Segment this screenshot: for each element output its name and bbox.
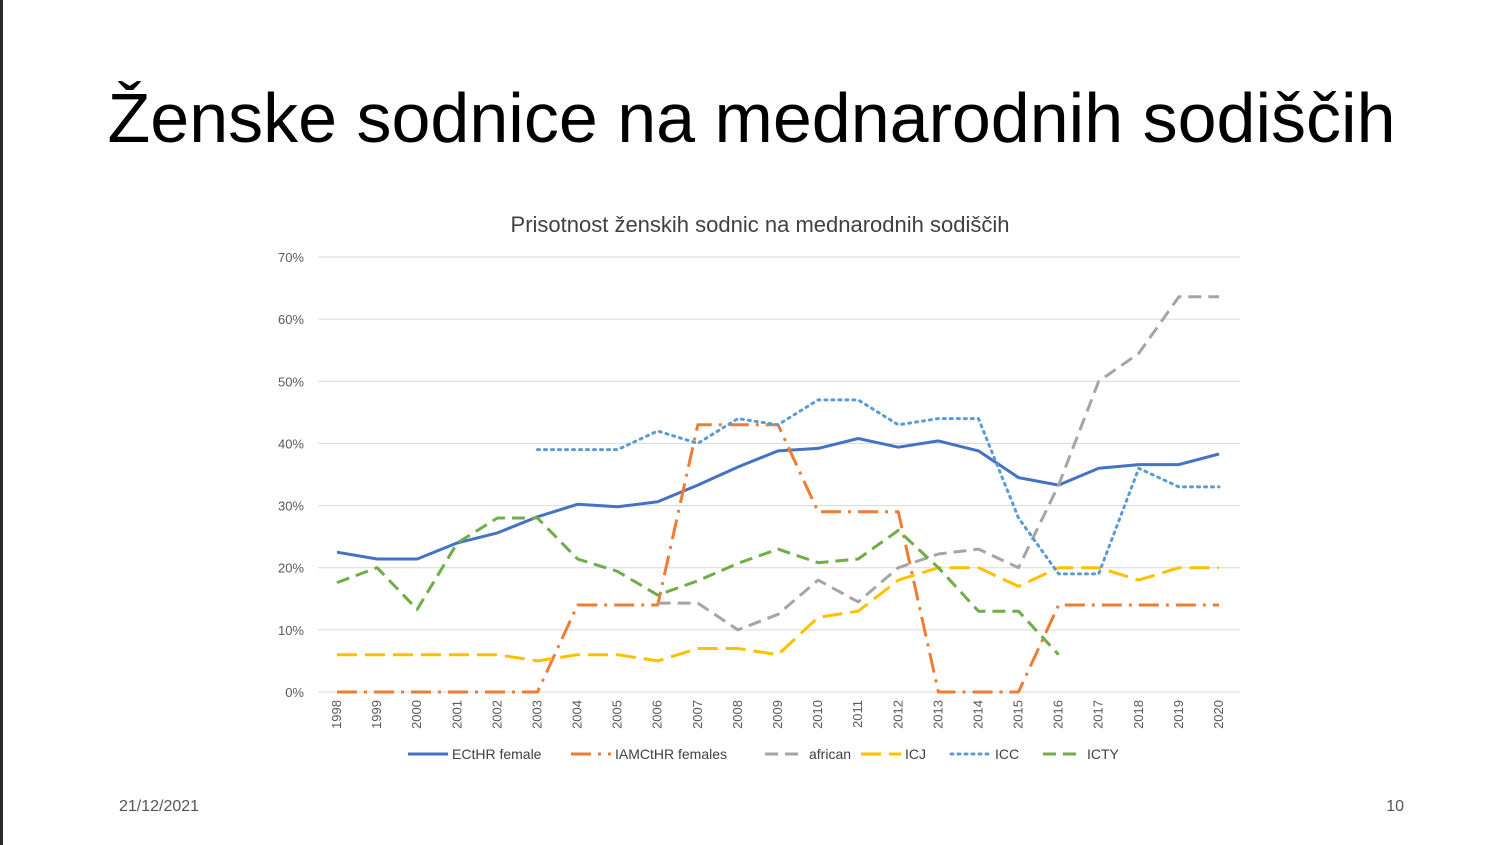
x-tick-label: 2002 bbox=[489, 700, 504, 729]
x-tick-label: 2011 bbox=[850, 700, 865, 728]
series-line-icty bbox=[336, 516, 1060, 656]
x-tick-label: 2015 bbox=[1011, 700, 1026, 729]
y-tick-label: 40% bbox=[278, 436, 304, 451]
slide-title: Ženske sodnice na mednarodnih sodiščih bbox=[107, 79, 1396, 157]
series-line-iamcthr-females bbox=[337, 423, 1219, 694]
x-tick-label: 2020 bbox=[1211, 700, 1226, 729]
x-tick-label: 2005 bbox=[610, 700, 625, 729]
x-tick-label: 2010 bbox=[810, 700, 825, 729]
y-axis-tick-labels: 0% 10% 20% 30% 40% 50% 60% 70% bbox=[278, 250, 304, 700]
y-tick-label: 50% bbox=[278, 374, 304, 389]
x-tick-label: 2006 bbox=[650, 700, 665, 729]
series-lines bbox=[336, 295, 1221, 694]
y-tick-label: 70% bbox=[278, 250, 304, 265]
legend-label: ECtHR female bbox=[452, 746, 542, 762]
legend: ECtHR female IAMCtHR females african ICJ ICC… bbox=[408, 746, 1120, 762]
x-tick-label: 2018 bbox=[1131, 700, 1146, 729]
window-left-edge bbox=[0, 0, 3, 845]
x-tick-label: 2019 bbox=[1171, 700, 1186, 729]
x-tick-label: 1999 bbox=[369, 700, 384, 729]
series-line-ecthr-female bbox=[336, 437, 1220, 561]
x-tick-label: 2001 bbox=[449, 700, 464, 729]
legend-label: ICTY bbox=[1087, 746, 1120, 762]
x-tick-label: 2003 bbox=[529, 700, 544, 729]
slide-page-number: 10 bbox=[1386, 798, 1404, 815]
slide-date: 21/12/2021 bbox=[119, 798, 200, 815]
x-tick-label: 2007 bbox=[690, 700, 705, 729]
legend-label: african bbox=[809, 746, 851, 762]
x-axis-tick-labels: 1998 1999 2000 2001 2002 2003 2004 2005 2006 2007… bbox=[329, 700, 1226, 729]
x-tick-label: 2017 bbox=[1091, 700, 1106, 729]
grid-lines bbox=[318, 256, 1240, 693]
legend-label: IAMCtHR females bbox=[615, 746, 727, 762]
y-tick-label: 20% bbox=[278, 561, 304, 576]
y-tick-label: 30% bbox=[278, 499, 304, 514]
y-tick-label: 10% bbox=[278, 623, 304, 638]
series-line-icc bbox=[536, 398, 1221, 576]
x-tick-label: 2014 bbox=[970, 700, 985, 729]
x-tick-label: 2008 bbox=[730, 700, 745, 729]
series-line-african bbox=[657, 295, 1219, 632]
series-line-icj bbox=[337, 566, 1219, 663]
x-tick-label: 1998 bbox=[329, 700, 344, 729]
x-tick-label: 2016 bbox=[1051, 700, 1066, 729]
legend-label: ICJ bbox=[905, 746, 926, 762]
y-tick-label: 60% bbox=[278, 312, 304, 327]
x-tick-label: 2004 bbox=[570, 700, 585, 729]
legend-label: ICC bbox=[995, 746, 1019, 762]
chart-title: Prisotnost ženskih sodnic na mednarodnih… bbox=[511, 212, 1010, 237]
x-tick-label: 2012 bbox=[890, 700, 905, 729]
y-tick-label: 0% bbox=[285, 685, 304, 700]
x-tick-label: 2009 bbox=[770, 700, 785, 729]
x-tick-label: 2000 bbox=[409, 700, 424, 729]
x-tick-label: 2013 bbox=[930, 700, 945, 729]
